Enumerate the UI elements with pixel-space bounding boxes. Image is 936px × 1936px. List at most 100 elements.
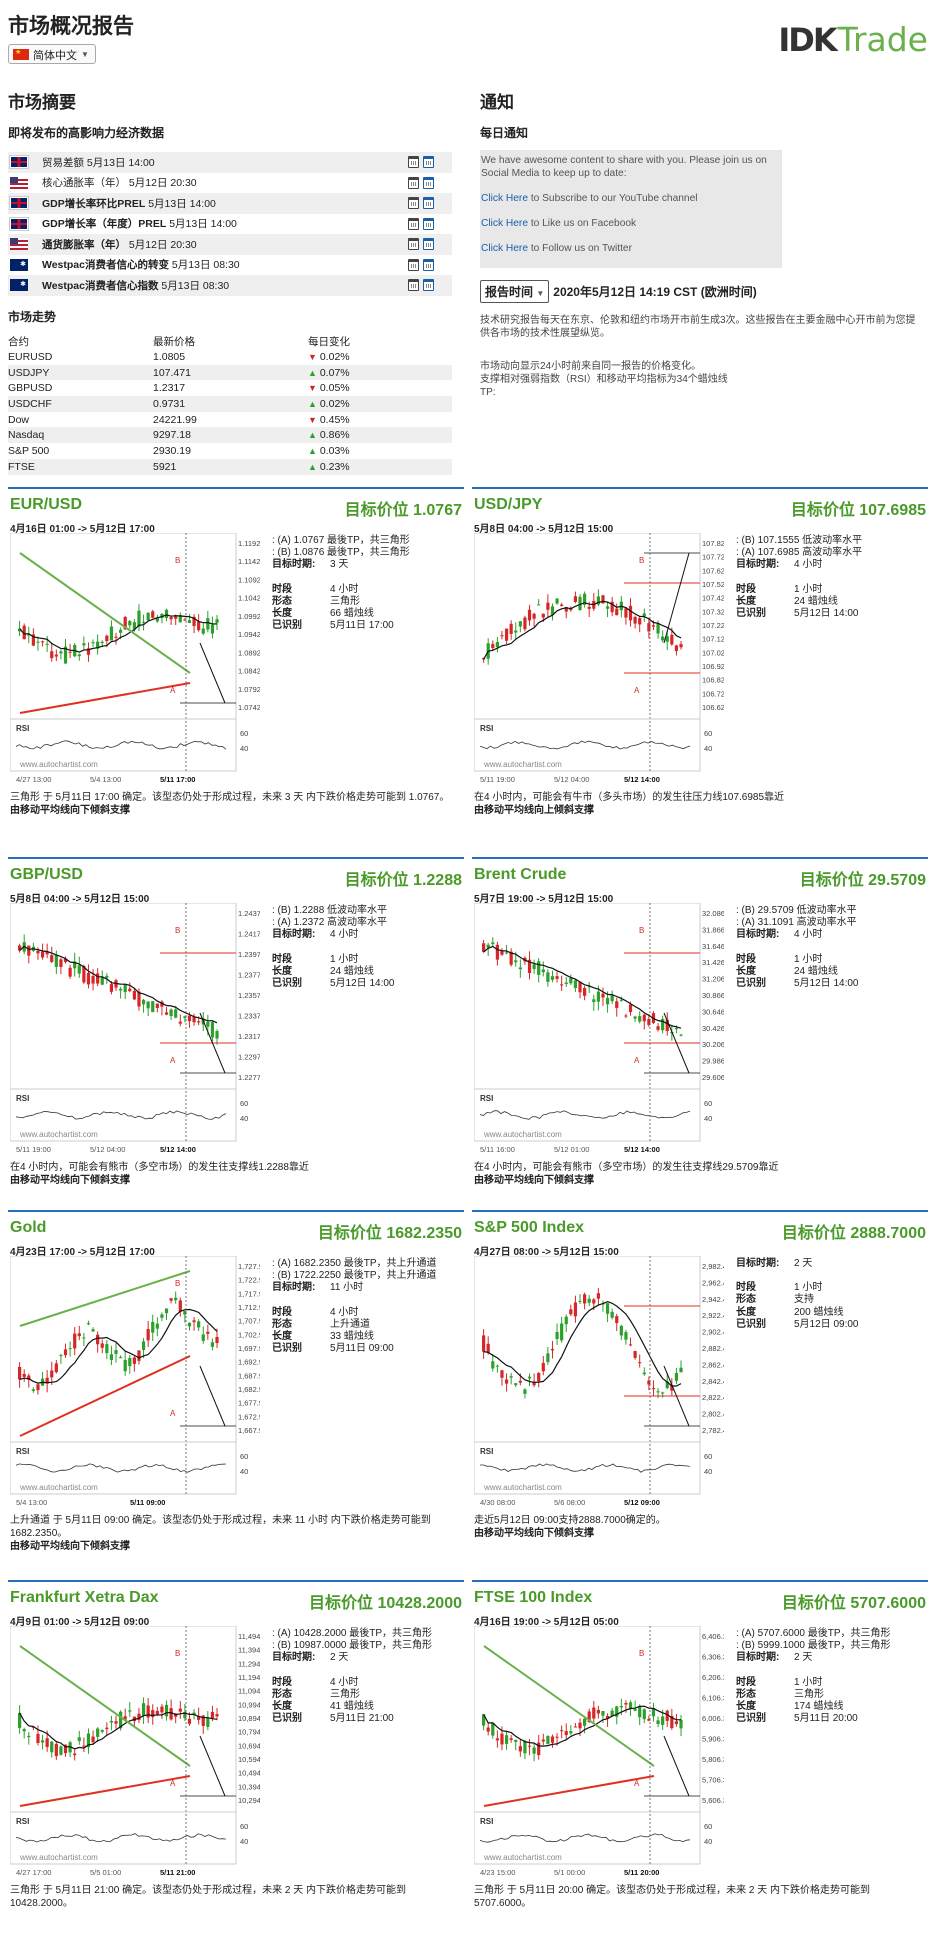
- y-tick-label: 10,394.7050: [238, 1782, 260, 1791]
- candle-body: [109, 1354, 114, 1360]
- calendar-icon[interactable]: [408, 217, 419, 230]
- price-change-note: 市场动向显示24小时前来自同一报告的价格变化。: [480, 361, 702, 372]
- candle-body: [132, 1357, 136, 1364]
- candle-body: [36, 950, 40, 954]
- calendar-icon[interactable]: [408, 238, 419, 251]
- info-value: 5月12日 14:00: [794, 978, 859, 990]
- y-tick-label: 31.8660: [702, 925, 724, 934]
- info-row: 目标时期: 2 天: [736, 1652, 926, 1664]
- change-cell: ▲ 0.23%: [308, 458, 452, 475]
- y-tick-label: 6,306.3150: [702, 1653, 724, 1662]
- info-row: 目标时期: 2 天: [272, 1652, 462, 1664]
- date-range: 4月23日 17:00 -> 5月12日 17:00: [10, 1247, 155, 1258]
- candle-body: [569, 1731, 573, 1734]
- change-cell: ▲ 0.03%: [308, 443, 452, 459]
- candle-body: [564, 1731, 568, 1736]
- instrument-name[interactable]: EUR/USD: [10, 496, 83, 513]
- pattern-label-a: A: [634, 1056, 640, 1065]
- calendar-icon[interactable]: [408, 279, 419, 292]
- add-to-calendar-icon[interactable]: [423, 238, 434, 251]
- candle-body: [206, 618, 210, 630]
- candle-body: [100, 1343, 104, 1348]
- y-tick-label: 10,894.7050: [238, 1714, 260, 1723]
- description-text: 在4 小时内，可能会有牛市（多头市场）的发生往压力线107.6985靠近: [474, 792, 785, 803]
- youtube-link[interactable]: Click Here: [481, 193, 528, 204]
- instrument-name[interactable]: S&P 500 Index: [474, 1219, 584, 1236]
- candle-body: [100, 641, 104, 644]
- calendar-icon[interactable]: [408, 156, 419, 169]
- x-tick-label: 5/11 09:00: [130, 1498, 165, 1507]
- candle-body: [578, 981, 582, 993]
- twitter-link-text: to Follow us on Twitter: [527, 243, 632, 254]
- candle-body: [560, 984, 564, 986]
- info-value: 174 蜡烛线: [794, 1701, 844, 1713]
- x-tick-label: 4/30 08:00: [480, 1498, 515, 1507]
- language-select[interactable]: 简体中文 ▼: [8, 44, 96, 64]
- x-tick-label: 4/27 17:00: [16, 1868, 51, 1877]
- calendar-actions: [408, 176, 434, 189]
- contract-cell: USDJPY: [8, 364, 153, 381]
- candle-body: [192, 1712, 196, 1715]
- candle-body: [564, 982, 568, 984]
- report-time-dropdown[interactable]: 报告时间 ▼: [480, 280, 550, 303]
- candle-body: [18, 628, 22, 632]
- info-row: 形态 三角形: [272, 1689, 462, 1701]
- pattern-label-a: A: [170, 1409, 176, 1418]
- facebook-link[interactable]: Click Here: [481, 218, 528, 229]
- x-tick-label: 5/12 04:00: [90, 1145, 125, 1154]
- candle-body: [504, 1735, 509, 1744]
- instrument-name[interactable]: USD/JPY: [474, 496, 543, 513]
- candle-body: [183, 1712, 187, 1719]
- candle-body: [73, 1333, 77, 1349]
- candle-body: [495, 1738, 499, 1741]
- candle-body: [105, 975, 109, 978]
- chevron-down-icon: ▼: [536, 289, 545, 298]
- add-to-calendar-icon[interactable]: [423, 197, 434, 210]
- target-price: 目标价位 1.0767: [344, 502, 462, 519]
- y-tick-label: 1.0942: [238, 630, 260, 639]
- add-to-calendar-icon[interactable]: [423, 279, 434, 292]
- candle-body: [573, 980, 578, 989]
- info-key: 形态: [736, 1294, 756, 1306]
- add-to-calendar-icon[interactable]: [423, 156, 434, 169]
- candle-body: [123, 1360, 127, 1372]
- price-cell: 2930.19: [153, 444, 191, 457]
- candle-body: [73, 1753, 77, 1756]
- y-tick-label: 30.6460: [702, 1007, 724, 1016]
- target-line: : (A) 1682.2350 最後TP，共上升通道: [272, 1258, 437, 1269]
- calendar-icon[interactable]: [408, 258, 419, 271]
- event-text: 贸易差额 5月13日 14:00: [42, 155, 408, 170]
- y-tick-label: 1,672.9969: [238, 1412, 260, 1421]
- rsi-tick-label: 40: [240, 1837, 248, 1846]
- candle-body: [592, 1707, 596, 1719]
- instrument-name[interactable]: Brent Crude: [474, 866, 567, 883]
- description-text: 三角形 于 5月11日 20:00 确定。该型态仍处于形成过程，未来 2 天 内…: [474, 1885, 870, 1909]
- date-range: 4月16日 01:00 -> 5月12日 17:00: [10, 524, 155, 535]
- candle-body: [160, 1706, 164, 1713]
- instrument-name[interactable]: FTSE 100 Index: [474, 1589, 593, 1606]
- add-to-calendar-icon[interactable]: [423, 258, 434, 271]
- candle-body: [210, 1342, 215, 1347]
- candle-body: [119, 1357, 123, 1359]
- calendar-icon[interactable]: [408, 176, 419, 189]
- y-tick-label: 1.2297: [238, 1053, 260, 1062]
- candle-body: [495, 1365, 499, 1367]
- x-tick-label: 5/12 01:00: [554, 1145, 589, 1154]
- instrument-name[interactable]: GBP/USD: [10, 866, 83, 883]
- candle-body: [573, 596, 578, 602]
- instrument-name[interactable]: Gold: [10, 1219, 47, 1236]
- instrument-name[interactable]: Frankfurt Xetra Dax: [10, 1589, 159, 1606]
- candle-body: [178, 1300, 182, 1312]
- candle-body: [491, 1361, 495, 1369]
- candle-body: [610, 1311, 614, 1318]
- pattern-label-b: B: [175, 926, 180, 935]
- report-title: 市场概况报告: [8, 15, 134, 38]
- add-to-calendar-icon[interactable]: [423, 176, 434, 189]
- column-header-price: 最新价格: [153, 336, 195, 348]
- twitter-link[interactable]: Click Here: [481, 243, 528, 254]
- candle-body: [638, 618, 642, 625]
- pattern-description: 在4 小时内，可能会有熊市（多空市场）的发生往支撑线1.2288靠近 由移动平均线…: [10, 1161, 460, 1187]
- candle-body: [132, 622, 136, 630]
- add-to-calendar-icon[interactable]: [423, 217, 434, 230]
- calendar-icon[interactable]: [408, 197, 419, 210]
